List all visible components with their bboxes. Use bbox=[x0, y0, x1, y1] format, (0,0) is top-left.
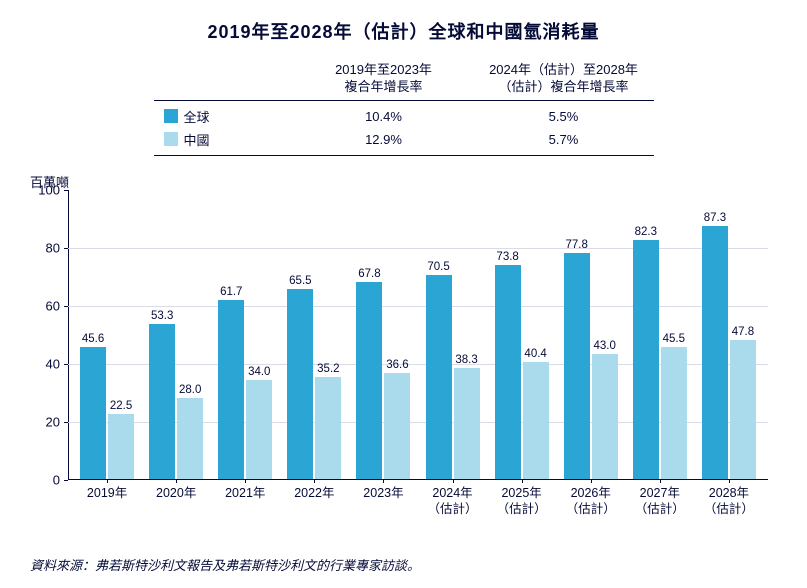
bar bbox=[633, 240, 659, 479]
x-tick-mark bbox=[314, 479, 315, 483]
bar-value-label: 73.8 bbox=[488, 251, 528, 263]
y-tick-label: 80 bbox=[30, 241, 60, 256]
cagr-col1-header: 2019年至2023年複合年增長率 bbox=[294, 62, 474, 96]
bar bbox=[454, 368, 480, 479]
bar bbox=[564, 253, 590, 479]
bar bbox=[592, 354, 618, 479]
bar bbox=[356, 282, 382, 479]
legend-swatch bbox=[164, 132, 178, 146]
bar-value-label: 36.6 bbox=[377, 359, 417, 371]
bar bbox=[730, 340, 756, 479]
bar bbox=[246, 380, 272, 479]
bar bbox=[384, 373, 410, 479]
chart-area: 02040608010045.622.553.328.061.734.065.5… bbox=[30, 190, 780, 520]
bar-value-label: 67.8 bbox=[349, 268, 389, 280]
bar bbox=[523, 362, 549, 479]
bar-value-label: 34.0 bbox=[239, 366, 279, 378]
x-tick-mark bbox=[383, 479, 384, 483]
bar-value-label: 45.5 bbox=[654, 333, 694, 345]
bar-value-label: 87.3 bbox=[695, 212, 735, 224]
bar-value-label: 40.4 bbox=[516, 348, 556, 360]
bar-value-label: 45.6 bbox=[73, 333, 113, 345]
source-line: 資料來源：弗若斯特沙利文報告及弗若斯特沙利文的行業專家訪談。 bbox=[30, 555, 420, 574]
legend-label: 中國 bbox=[184, 130, 210, 149]
x-tick-mark bbox=[107, 479, 108, 483]
x-category-label: 2028年（估計） bbox=[694, 486, 764, 517]
cagr-row: 中國 12.9%5.7% bbox=[154, 128, 654, 151]
bar bbox=[495, 265, 521, 479]
x-category-label: 2023年 bbox=[348, 486, 418, 502]
bar-value-label: 43.0 bbox=[585, 340, 625, 352]
x-category-label: 2019年 bbox=[72, 486, 142, 502]
bar-value-label: 82.3 bbox=[626, 226, 666, 238]
source-text: 弗若斯特沙利文報告及弗若斯特沙利文的行業專家訪談。 bbox=[95, 558, 420, 573]
bar bbox=[149, 324, 175, 479]
bar-value-label: 70.5 bbox=[419, 261, 459, 273]
bar bbox=[702, 226, 728, 479]
bar bbox=[287, 289, 313, 479]
bar-value-label: 35.2 bbox=[308, 363, 348, 375]
bar-value-label: 77.8 bbox=[557, 239, 597, 251]
y-tick-mark bbox=[64, 364, 68, 365]
plot-area: 02040608010045.622.553.328.061.734.065.5… bbox=[68, 190, 768, 480]
bar bbox=[108, 414, 134, 479]
legend-cell: 全球 bbox=[154, 107, 294, 126]
bar bbox=[80, 347, 106, 479]
bar bbox=[315, 377, 341, 479]
bar-value-label: 61.7 bbox=[211, 286, 251, 298]
y-tick-mark bbox=[64, 306, 68, 307]
bar-value-label: 53.3 bbox=[142, 310, 182, 322]
bar-value-label: 38.3 bbox=[447, 354, 487, 366]
x-category-label: 2021年 bbox=[210, 486, 280, 502]
bar-value-label: 22.5 bbox=[101, 400, 141, 412]
cagr-value: 5.5% bbox=[474, 109, 654, 124]
bar bbox=[661, 347, 687, 479]
x-tick-mark bbox=[729, 479, 730, 483]
y-tick-label: 0 bbox=[30, 473, 60, 488]
y-tick-mark bbox=[64, 422, 68, 423]
x-tick-mark bbox=[176, 479, 177, 483]
y-tick-label: 100 bbox=[30, 183, 60, 198]
y-tick-mark bbox=[64, 190, 68, 191]
x-tick-mark bbox=[453, 479, 454, 483]
bar bbox=[426, 275, 452, 479]
cagr-header-row: 2019年至2023年複合年增長率 2024年（估計）至2028年（估計）複合年… bbox=[154, 62, 654, 100]
cagr-value: 5.7% bbox=[474, 132, 654, 147]
gridline bbox=[68, 306, 768, 307]
gridline bbox=[68, 248, 768, 249]
x-category-label: 2022年 bbox=[279, 486, 349, 502]
bar-value-label: 47.8 bbox=[723, 326, 763, 338]
y-tick-label: 20 bbox=[30, 415, 60, 430]
x-category-label: 2026年（估計） bbox=[556, 486, 626, 517]
cagr-value: 10.4% bbox=[294, 109, 474, 124]
x-category-label: 2020年 bbox=[141, 486, 211, 502]
cagr-value: 12.9% bbox=[294, 132, 474, 147]
legend-label: 全球 bbox=[184, 107, 210, 126]
y-tick-label: 60 bbox=[30, 299, 60, 314]
y-tick-mark bbox=[64, 248, 68, 249]
legend-cell: 中國 bbox=[154, 130, 294, 149]
cagr-body: 全球 10.4%5.5% 中國 12.9%5.7% bbox=[154, 100, 654, 156]
y-axis-line bbox=[68, 190, 69, 479]
bar-value-label: 28.0 bbox=[170, 384, 210, 396]
x-tick-mark bbox=[522, 479, 523, 483]
bar-value-label: 65.5 bbox=[280, 275, 320, 287]
legend-swatch bbox=[164, 109, 178, 123]
x-category-label: 2025年（估計） bbox=[487, 486, 557, 517]
cagr-col2-header: 2024年（估計）至2028年（估計）複合年增長率 bbox=[474, 62, 654, 96]
chart-title: 2019年至2028年（估計）全球和中國氫消耗量 bbox=[0, 0, 807, 44]
bar bbox=[218, 300, 244, 479]
x-tick-mark bbox=[591, 479, 592, 483]
y-tick-mark bbox=[64, 480, 68, 481]
cagr-table: 2019年至2023年複合年增長率 2024年（估計）至2028年（估計）複合年… bbox=[154, 62, 654, 156]
x-category-label: 2024年（估計） bbox=[418, 486, 488, 517]
cagr-row: 全球 10.4%5.5% bbox=[154, 105, 654, 128]
bar bbox=[177, 398, 203, 479]
source-label: 資料來源： bbox=[30, 558, 95, 573]
y-tick-label: 40 bbox=[30, 357, 60, 372]
x-category-label: 2027年（估計） bbox=[625, 486, 695, 517]
x-tick-mark bbox=[660, 479, 661, 483]
x-tick-mark bbox=[245, 479, 246, 483]
